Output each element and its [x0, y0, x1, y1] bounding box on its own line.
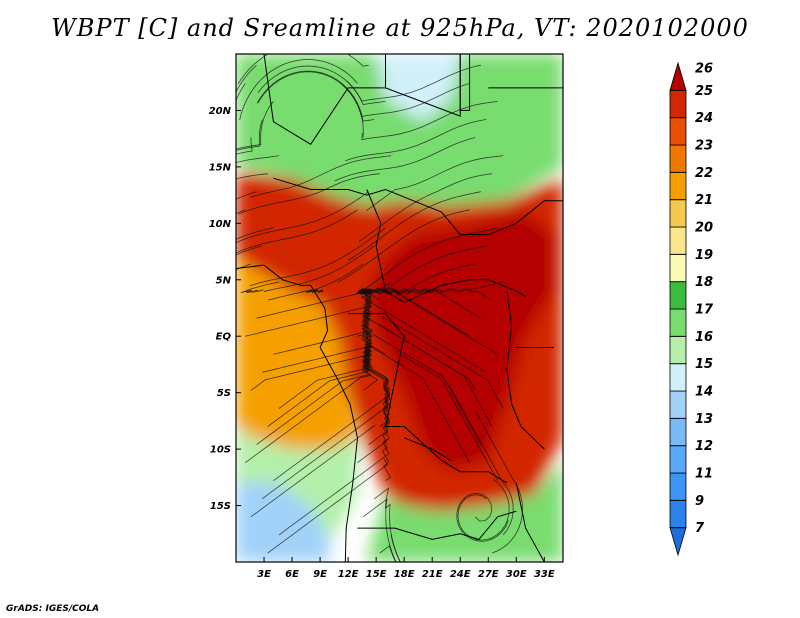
colorbar-segment-21 — [669, 199, 687, 228]
x-axis: 3E 6E 9E 12E 15E 18E 21E 24E 27E 30E 33E — [257, 557, 555, 580]
colorbar-label-15: 15 — [695, 357, 713, 372]
colorbar-segment-25 — [669, 89, 687, 119]
x-tick-label-33E: 33E — [534, 569, 555, 580]
colorbar-label-25: 25 — [695, 84, 713, 99]
colorbar-label-14: 14 — [695, 385, 713, 400]
region-north-east-cool — [376, 54, 461, 122]
colorbar-label-11: 11 — [695, 467, 713, 482]
y-tick-label-5N: 5N — [216, 275, 232, 286]
colorbar-label-9: 9 — [695, 494, 704, 509]
y-tick-label-5S: 5S — [217, 388, 231, 399]
x-tick-label-3E: 3E — [257, 569, 271, 580]
region-central-core — [366, 212, 554, 472]
x-tick-label-18E: 18E — [394, 569, 415, 580]
colorbar-segment-26 — [669, 61, 687, 91]
colorbar: 7 9 11 12 13 14 15 16 17 18 19 20 21 22 23 24 25 26 — [669, 61, 714, 557]
colorbar-segment-14 — [669, 390, 687, 419]
colorbar-segment-17 — [669, 308, 687, 337]
y-tick-label-15N: 15N — [209, 162, 232, 173]
colorbar-label-26: 26 — [695, 62, 713, 77]
colorbar-label-20: 20 — [695, 221, 713, 236]
colorbar-label-17: 17 — [695, 303, 714, 318]
x-tick-label-27E: 27E — [478, 569, 499, 580]
colorbar-label-19: 19 — [695, 248, 713, 263]
colorbar-segment-9 — [669, 499, 687, 529]
colorbar-segment-18 — [669, 281, 687, 310]
colorbar-label-21: 21 — [695, 193, 713, 208]
colorbar-label-13: 13 — [695, 412, 713, 427]
y-tick-label-10S: 10S — [210, 445, 231, 456]
colorbar-segment-23 — [669, 144, 687, 173]
colorbar-label-24: 24 — [695, 111, 713, 126]
colorbar-segment-13 — [669, 417, 687, 447]
grads-footer: GrADS: IGES/COLA — [6, 604, 100, 614]
colorbar-label-22: 22 — [695, 166, 713, 181]
wbpt-field — [236, 54, 563, 562]
colorbar-segment-24 — [669, 117, 687, 146]
chart-title: WBPT [C] and Sreamline at 925hPa, VT: 20… — [51, 14, 749, 42]
country-borders — [236, 54, 563, 562]
colorbar-segment-22 — [669, 171, 687, 201]
colorbar-label-16: 16 — [695, 330, 713, 345]
colorbar-label-12: 12 — [695, 439, 713, 454]
colorbar-segment-20 — [669, 226, 687, 255]
x-tick-label-15E: 15E — [366, 569, 387, 580]
y-tick-label-10N: 10N — [209, 219, 232, 230]
colorbar-segment-19 — [669, 253, 687, 283]
colorbar-segment-12 — [669, 445, 687, 474]
x-tick-label-24E: 24E — [450, 569, 471, 580]
streamlines — [236, 54, 523, 562]
x-tick-label-9E: 9E — [313, 569, 327, 580]
x-tick-label-6E: 6E — [285, 569, 299, 580]
region-north-land-green — [236, 54, 563, 207]
colorbar-segment-7 — [669, 527, 687, 557]
colorbar-label-18: 18 — [695, 275, 713, 290]
x-tick-label-30E: 30E — [506, 569, 527, 580]
region-atlantic-warm — [236, 257, 358, 450]
y-tick-label-EQ: EQ — [216, 332, 232, 343]
colorbar-label-7: 7 — [695, 521, 705, 536]
region-southwest-cool — [236, 483, 330, 562]
x-tick-label-12E: 12E — [338, 569, 359, 580]
y-tick-label-20N: 20N — [209, 106, 232, 117]
colorbar-label-23: 23 — [695, 139, 713, 154]
colorbar-segment-16 — [669, 335, 687, 365]
colorbar-segment-11 — [669, 472, 687, 501]
plot-frame — [235, 53, 564, 563]
y-axis: 20N 15N 10N 5N EQ 5S 10S 15S — [209, 106, 241, 512]
x-tick-label-21E: 21E — [422, 569, 443, 580]
y-tick-label-15S: 15S — [210, 501, 231, 512]
colorbar-segment-15 — [669, 363, 687, 392]
plot-area — [235, 53, 564, 563]
